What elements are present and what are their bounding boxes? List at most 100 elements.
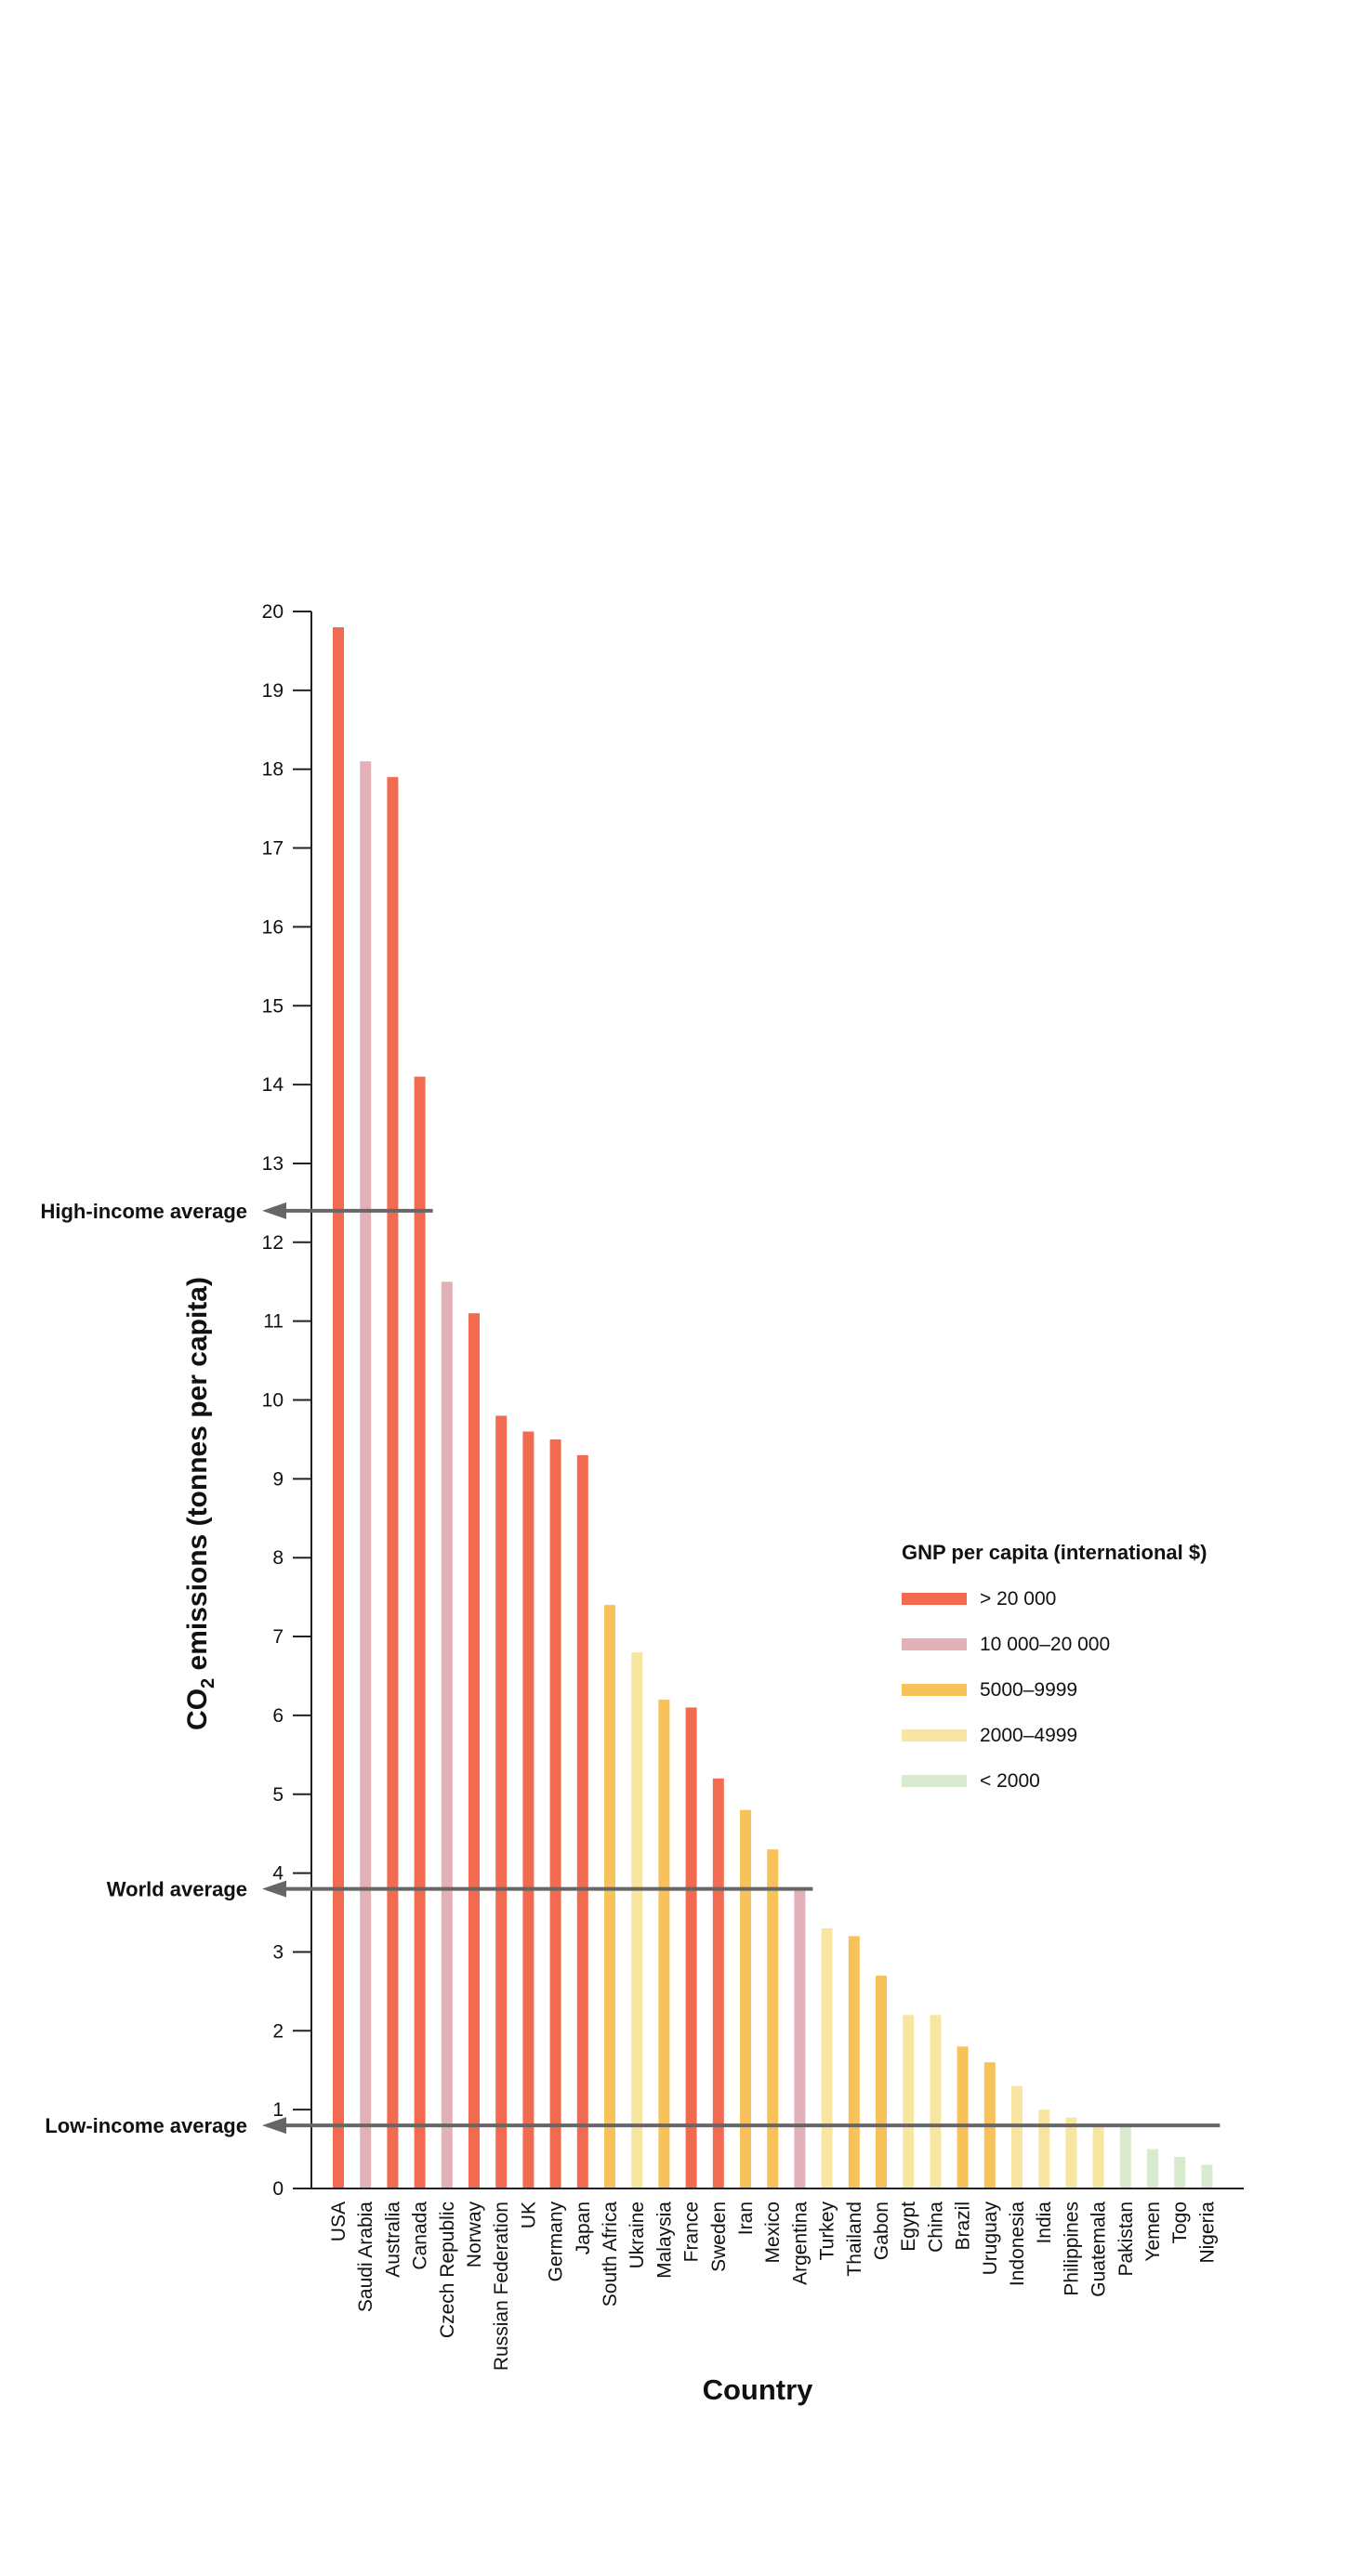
- y-tick-label: 3: [272, 1941, 284, 1963]
- category-label: Czech Republic: [437, 2201, 458, 2338]
- category-label: Philippines: [1061, 2201, 1082, 2296]
- category-label: Argentina: [789, 2201, 811, 2285]
- category-label: Japan: [573, 2201, 594, 2254]
- category-label: India: [1034, 2201, 1055, 2244]
- bar-germany: [549, 1439, 561, 2188]
- reference-line-label: Low-income average: [45, 2114, 247, 2137]
- category-label: Iran: [735, 2201, 757, 2235]
- bar-turkey: [821, 1927, 833, 2188]
- y-tick-label: 20: [262, 601, 284, 623]
- category-label: Gabon: [871, 2201, 892, 2260]
- y-tick-label: 11: [263, 1311, 284, 1333]
- bar-ukraine: [631, 1652, 643, 2188]
- category-label: Turkey: [817, 2201, 838, 2261]
- bar-argentina: [794, 1888, 806, 2188]
- category-label: Australia: [382, 2201, 403, 2278]
- legend-swatch: [902, 1638, 967, 1650]
- bar-japan: [576, 1454, 588, 2188]
- category-label: Nigeria: [1196, 2201, 1218, 2264]
- category-label: Germany: [546, 2201, 567, 2282]
- bar-togo: [1174, 2157, 1186, 2188]
- category-label: Togo: [1169, 2201, 1191, 2244]
- bar-malaysia: [658, 1699, 670, 2188]
- bar-brazil: [957, 2046, 969, 2188]
- axes: [310, 611, 1244, 2189]
- category-label: China: [925, 2201, 946, 2253]
- y-axis-title-subscript: 2: [198, 1678, 218, 1689]
- y-tick-label: 10: [262, 1390, 284, 1412]
- bar-guatemala: [1092, 2125, 1104, 2188]
- category-label: Malaysia: [653, 2201, 675, 2279]
- y-tick-label: 16: [262, 916, 284, 938]
- bars: [333, 626, 1213, 2188]
- bar-norway: [468, 1313, 480, 2188]
- category-label: UK: [518, 2201, 539, 2228]
- legend-swatch: [902, 1775, 967, 1787]
- bar-china: [930, 2015, 942, 2188]
- category-label: France: [681, 2201, 703, 2262]
- reference-lines: High-income average World average Low-inco…: [40, 1200, 1221, 2137]
- category-label: Thailand: [844, 2201, 865, 2277]
- bar-yemen: [1147, 2149, 1158, 2188]
- y-tick-label: 9: [272, 1468, 284, 1490]
- category-label: Russian Federation: [491, 2201, 512, 2371]
- legend: GNP per capita (international $) > 20 000…: [902, 1541, 1207, 1792]
- legend-swatch: [902, 1593, 967, 1605]
- bar-egypt: [903, 2015, 915, 2188]
- category-label: Mexico: [762, 2201, 784, 2264]
- reference-arrow-icon: [262, 1202, 286, 1219]
- reference-arrow-icon: [262, 1880, 286, 1898]
- bar-indonesia: [1011, 2085, 1023, 2188]
- category-label: USA: [328, 2201, 350, 2241]
- bar-thailand: [848, 1936, 860, 2188]
- bar-uk: [522, 1431, 534, 2188]
- bar-nigeria: [1201, 2164, 1213, 2188]
- y-axis-title: CO2 emissions (tonnes per capita): [182, 1277, 218, 1730]
- reference-line-label: World average: [107, 1878, 247, 1901]
- bar-pakistan: [1119, 2125, 1131, 2188]
- y-tick-label: 0: [272, 2178, 284, 2200]
- bar-usa: [333, 626, 344, 2188]
- category-labels: USA Saudi Arabia Australia Canada Czech Repu…: [328, 2201, 1218, 2372]
- category-label: Indonesia: [1007, 2201, 1028, 2286]
- y-axis-title-main: CO: [182, 1689, 213, 1730]
- y-tick-label: 15: [262, 995, 284, 1017]
- category-label: Ukraine: [627, 2201, 648, 2268]
- bar-sweden: [712, 1778, 724, 2188]
- bar-australia: [387, 777, 399, 2188]
- legend-entry-label: 5000–9999: [980, 1679, 1077, 1701]
- bar-russian-federation: [495, 1415, 508, 2188]
- category-label: Saudi Arabia: [355, 2201, 376, 2312]
- legend-entry-label: < 2000: [980, 1770, 1040, 1792]
- legend-title: GNP per capita (international $): [902, 1541, 1207, 1564]
- category-label: Brazil: [953, 2201, 974, 2251]
- y-tick-label: 17: [262, 838, 284, 860]
- y-tick-label: 12: [262, 1232, 284, 1254]
- x-axis-title: Country: [703, 2373, 814, 2406]
- bar-czech-republic: [441, 1281, 453, 2188]
- category-label: Uruguay: [980, 2201, 1001, 2276]
- bar-saudi-arabia: [360, 761, 372, 2188]
- bar-france: [685, 1707, 697, 2188]
- y-tick-label: 14: [262, 1074, 284, 1096]
- y-tick-label: 5: [272, 1784, 284, 1806]
- bar-philippines: [1065, 2117, 1077, 2188]
- bar-mexico: [767, 1849, 779, 2188]
- bar-india: [1038, 2109, 1050, 2188]
- y-tick-label: 13: [262, 1153, 284, 1175]
- reference-arrow-icon: [262, 2117, 286, 2135]
- category-label: Guatemala: [1089, 2201, 1110, 2297]
- y-tick-label: 7: [272, 1626, 284, 1648]
- legend-entry-label: > 20 000: [980, 1588, 1056, 1610]
- y-tick-label: 4: [272, 1863, 284, 1885]
- legend-entry-label: 10 000–20 000: [980, 1634, 1110, 1655]
- category-label: South Africa: [600, 2201, 621, 2307]
- y-tick-label: 2: [272, 2020, 284, 2042]
- category-label: Canada: [410, 2201, 431, 2270]
- category-label: Pakistan: [1115, 2201, 1137, 2277]
- category-label: Sweden: [708, 2201, 730, 2272]
- category-label: Yemen: [1142, 2201, 1164, 2262]
- y-tick-label: 6: [272, 1705, 284, 1727]
- legend-swatch: [902, 1684, 967, 1696]
